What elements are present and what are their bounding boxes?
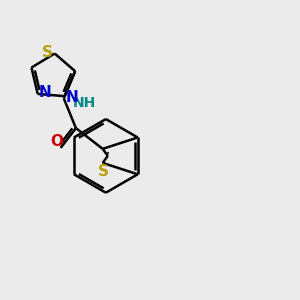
- Text: O: O: [51, 134, 64, 149]
- Text: N: N: [39, 85, 51, 100]
- Text: N: N: [66, 90, 78, 105]
- Text: NH: NH: [73, 96, 96, 110]
- Text: S: S: [42, 44, 53, 59]
- Text: S: S: [98, 164, 109, 179]
